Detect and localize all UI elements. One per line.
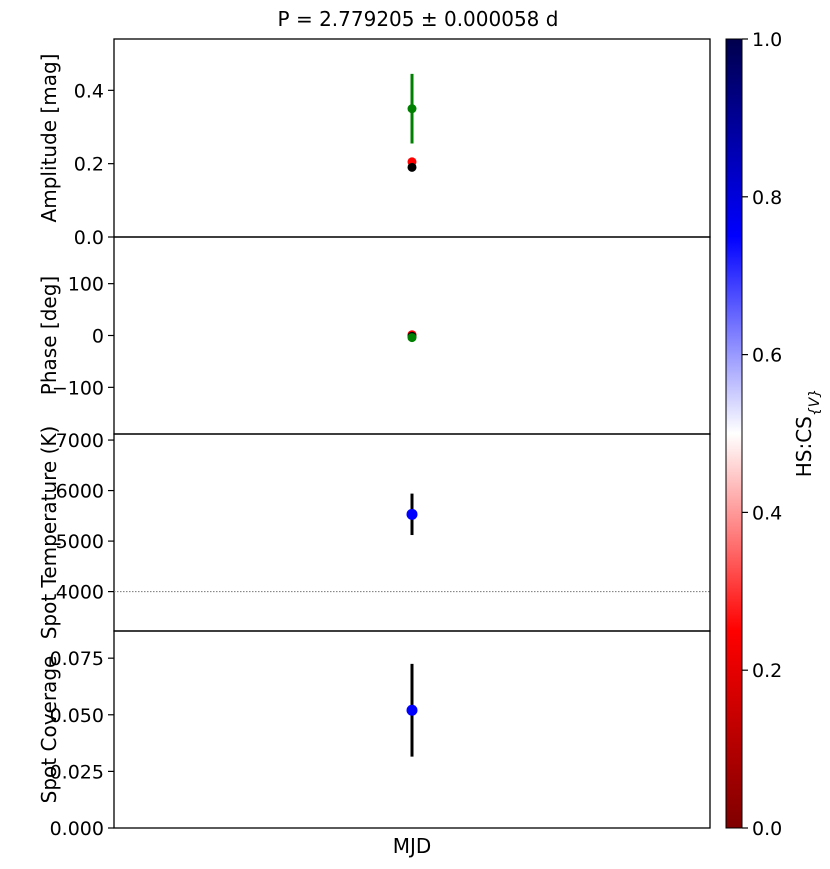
y-tick-label: 0.075 <box>50 648 104 670</box>
y-tick-label: 0.2 <box>74 154 104 176</box>
data-point <box>406 508 418 520</box>
y-tick-label: 7000 <box>56 430 104 452</box>
y-tick-label: 100 <box>68 274 104 296</box>
colorbar-gradient <box>725 38 743 829</box>
colorbar-tick-label: 0.0 <box>752 818 782 840</box>
data-point <box>406 704 418 716</box>
panel-1: 0.0 0.2 0.4 Amplitude [mag] <box>37 38 711 249</box>
chart-title: P = 2.779205 ± 0.000058 d <box>278 7 559 31</box>
y-tick-label: 5000 <box>56 531 104 553</box>
colorbar-tick-label: 0.4 <box>752 502 782 524</box>
colorbar-tick-label: 0.8 <box>752 187 782 209</box>
colorbar-tick-label: 1.0 <box>752 29 782 51</box>
colorbar-ticks: 0.0 0.2 0.4 0.6 0.8 1.0 <box>742 29 782 840</box>
y-tick-label: 0.0 <box>74 227 104 249</box>
y-tick-label: 0 <box>92 326 104 348</box>
y-axis-label: Amplitude [mag] <box>37 54 61 223</box>
colorbar: 0.0 0.2 0.4 0.6 0.8 1.0 HS:CS{V} <box>725 29 823 840</box>
colorbar-tick-label: 0.6 <box>752 345 782 367</box>
data-point <box>407 104 417 114</box>
data-point <box>407 333 417 343</box>
colorbar-label: HS:CS{V} <box>792 389 823 478</box>
colorbar-tick-label: 0.2 <box>752 660 782 682</box>
x-axis-label: MJD <box>393 834 432 858</box>
panel-frame <box>113 630 711 829</box>
y-axis-label: Spot Coverage <box>37 656 61 804</box>
y-axis-label: Spot Temperature (K) <box>37 426 61 640</box>
y-tick-label: 6000 <box>56 481 104 503</box>
y-tick-label: 0.050 <box>50 705 104 727</box>
y-tick-label: −100 <box>52 377 104 399</box>
data-point <box>407 162 417 172</box>
y-tick-label: 0.4 <box>74 80 104 102</box>
y-tick-label: 4000 <box>56 582 104 604</box>
y-tick-label: 0.025 <box>50 761 104 783</box>
y-axis-label: Phase [deg] <box>37 276 61 395</box>
y-tick-label: 0.000 <box>50 818 104 840</box>
panel-4: 0.075 0.050 0.025 0.000 Spot Coverage <box>37 630 711 840</box>
